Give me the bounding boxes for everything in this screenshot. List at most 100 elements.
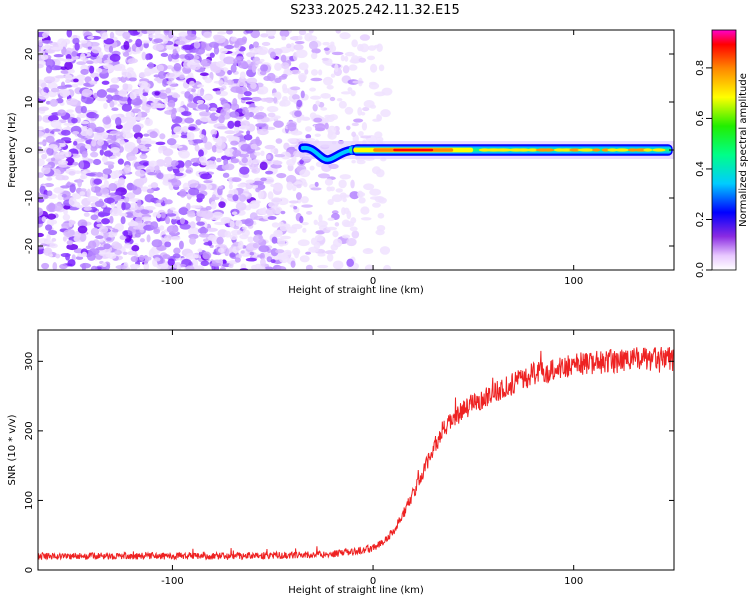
noise-speck: [157, 64, 165, 72]
noise-speck: [147, 172, 157, 176]
noise-speck: [227, 70, 232, 75]
noise-speck: [136, 144, 147, 149]
noise-speck: [331, 210, 339, 215]
noise-speck: [144, 194, 155, 203]
noise-speck: [271, 222, 280, 228]
noise-speck: [90, 227, 100, 236]
noise-speck: [141, 216, 152, 222]
noise-speck: [275, 138, 283, 144]
noise-speck: [376, 224, 386, 232]
noise-speck: [127, 155, 138, 161]
noise-speck: [77, 113, 87, 119]
noise-speck: [264, 266, 274, 270]
snr-ytick-label: 200: [24, 421, 35, 440]
noise-speck: [304, 137, 316, 142]
noise-speck: [257, 128, 269, 136]
noise-speck: [89, 65, 95, 74]
noise-speck: [171, 179, 182, 188]
noise-speck: [293, 150, 302, 158]
noise-speck: [194, 144, 200, 152]
noise-speck: [49, 98, 59, 107]
noise-speck: [163, 30, 170, 36]
noise-speck: [318, 214, 323, 223]
noise-speck: [290, 260, 296, 268]
noise-speck: [299, 255, 310, 263]
noise-speck: [219, 47, 228, 54]
noise-speck: [235, 219, 243, 228]
noise-speck: [200, 58, 212, 67]
signal-band-hotspot: [577, 148, 595, 152]
noise-speck: [198, 233, 210, 238]
noise-speck: [247, 107, 257, 112]
noise-speck: [249, 48, 260, 54]
noise-speck: [335, 30, 342, 34]
noise-speck: [66, 30, 73, 38]
noise-speck: [374, 131, 383, 139]
noise-speck: [266, 106, 279, 113]
noise-speck: [55, 75, 66, 79]
noise-speck: [270, 259, 276, 264]
noise-speck: [68, 170, 76, 176]
noise-speck: [96, 223, 103, 228]
noise-speck: [287, 138, 297, 143]
noise-speck: [314, 234, 324, 242]
noise-speck: [226, 30, 233, 35]
noise-speck: [172, 47, 177, 56]
noise-speck: [38, 232, 44, 238]
noise-speck: [348, 64, 358, 71]
colorbar-tick-label: 0.0: [695, 262, 706, 278]
noise-speck: [230, 140, 239, 146]
noise-speck: [172, 253, 181, 259]
noise-speck: [200, 260, 210, 267]
noise-speck: [362, 107, 370, 112]
noise-speck: [347, 87, 353, 92]
noise-speck: [324, 178, 334, 186]
noise-speck: [171, 145, 183, 149]
noise-speck: [77, 178, 83, 188]
noise-speck: [143, 133, 150, 137]
noise-speck: [274, 153, 286, 158]
noise-speck: [217, 31, 227, 35]
noise-speck: [360, 217, 372, 221]
noise-speck: [230, 36, 238, 42]
noise-speck: [245, 179, 255, 184]
noise-speck: [231, 211, 238, 216]
noise-speck: [293, 181, 303, 186]
noise-speck: [185, 252, 197, 260]
noise-speck: [241, 157, 248, 164]
noise-speck: [279, 30, 290, 38]
noise-speck: [259, 58, 265, 62]
noise-speck: [157, 70, 167, 79]
noise-speck: [299, 169, 311, 178]
noise-speck: [313, 219, 318, 226]
noise-speck: [46, 177, 53, 181]
noise-speck: [267, 191, 274, 200]
noise-speck: [95, 218, 102, 223]
noise-speck: [118, 89, 128, 97]
noise-speck: [43, 247, 53, 256]
noise-speck: [186, 30, 192, 36]
noise-speck: [324, 122, 329, 130]
noise-speck: [305, 251, 312, 255]
noise-speck: [182, 182, 190, 191]
noise-speck: [301, 221, 309, 226]
noise-speck: [257, 46, 269, 56]
noise-speck: [226, 193, 234, 198]
noise-speck: [297, 239, 310, 247]
noise-speck: [122, 83, 129, 91]
noise-speck: [334, 63, 339, 73]
noise-speck: [253, 229, 263, 236]
noise-speck: [270, 148, 275, 153]
noise-speck: [259, 70, 267, 76]
noise-speck: [206, 227, 218, 232]
noise-speck: [280, 210, 286, 215]
noise-speck: [90, 186, 95, 192]
noise-speck: [250, 30, 261, 39]
noise-speck: [124, 143, 134, 153]
noise-speck: [123, 196, 130, 203]
noise-speck: [182, 44, 195, 51]
noise-speck: [72, 34, 78, 39]
noise-speck: [288, 200, 299, 204]
noise-speck: [119, 140, 126, 145]
noise-speck: [229, 252, 236, 258]
